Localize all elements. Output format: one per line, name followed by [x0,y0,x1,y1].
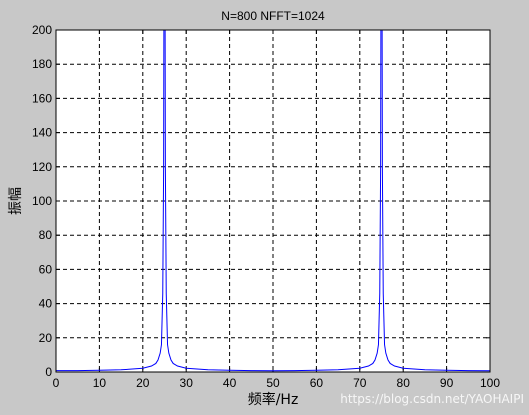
y-tick-label: 100 [32,194,52,208]
x-tick-label: 70 [353,376,367,390]
chart-title: N=800 NFFT=1024 [221,9,325,23]
x-tick-label: 100 [480,376,500,390]
x-tick-label: 80 [397,376,411,390]
y-tick-label: 140 [32,126,52,140]
plot-frame [55,29,491,373]
y-tick-label: 60 [39,262,53,276]
x-tick-label: 20 [136,376,150,390]
x-axis-ticks: 0 10 20 30 40 50 60 70 80 90 100 [53,30,500,390]
y-axis-label: 振幅 [8,187,24,215]
y-tick-label: 0 [45,365,52,379]
y-tick-label: 160 [32,91,52,105]
x-tick-label: 0 [53,376,60,390]
x-tick-label: 90 [440,376,454,390]
x-tick-label: 10 [93,376,107,390]
y-tick-label: 40 [39,297,53,311]
x-axis-label: 频率/Hz [248,391,299,408]
y-tick-label: 180 [32,57,52,71]
x-tick-label: 50 [266,376,280,390]
y-tick-label: 80 [39,228,53,242]
y-axis-ticks: 0 20 40 60 80 100 120 140 160 180 200 [32,23,490,379]
y-tick-label: 120 [32,160,52,174]
y-tick-label: 200 [32,23,52,37]
y-tick-label: 20 [39,331,53,345]
watermark-text: https://blog.csdn.net/YAOHAIPI [340,392,524,406]
x-tick-label: 30 [180,376,194,390]
series-line [56,30,490,372]
x-tick-label: 40 [223,376,237,390]
grid [56,30,490,372]
x-tick-label: 60 [310,376,324,390]
